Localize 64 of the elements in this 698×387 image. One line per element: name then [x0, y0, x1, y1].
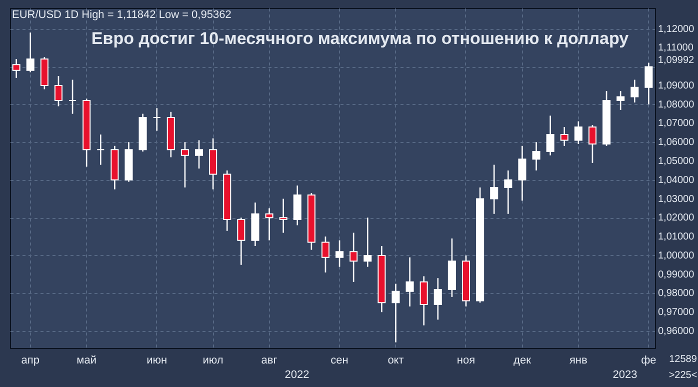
candlestick [392, 283, 400, 343]
y-tick-label: 1,04000 [658, 174, 695, 186]
candlestick [321, 236, 330, 274]
candlestick [532, 141, 540, 172]
candlestick [434, 277, 442, 320]
candlestick [350, 232, 358, 283]
x-tick-label: дек [514, 354, 532, 366]
candlestick [518, 145, 526, 202]
candlestick [237, 217, 246, 266]
candlestick [279, 198, 288, 234]
y-tick-label: 1,02000 [658, 212, 695, 224]
candlestick [588, 124, 596, 164]
x-tick-label: окт [388, 354, 404, 366]
x-tick-label: янв [569, 354, 588, 366]
x-tick-label: фе [641, 354, 656, 366]
y-tick-label: 1,00000 [658, 250, 695, 262]
text: 2023 [612, 369, 638, 381]
candlestick [180, 141, 189, 188]
text: 12589 [669, 354, 698, 365]
x-tick-label: май [76, 354, 96, 366]
x-tick-label: ноя [456, 354, 476, 366]
y-tick-label: 1,06000 [658, 137, 695, 148]
candlestick [406, 256, 414, 308]
x-tick-label: авг [261, 354, 278, 366]
candlestick [336, 240, 344, 268]
candlestick [54, 75, 62, 107]
candlestick [152, 107, 161, 132]
y-tick-label: 1,08000 [658, 99, 695, 110]
text: 2022 [284, 369, 310, 381]
y-tick-label: 1,03000 [658, 194, 695, 205]
candlestick [504, 170, 512, 215]
y-tick-label: 0,99000 [658, 269, 695, 280]
candlestick [616, 90, 625, 111]
candlestick [68, 79, 77, 114]
candlestick [574, 120, 582, 145]
candlestick [26, 32, 34, 73]
x-tick-label: сен [330, 354, 348, 366]
candlestick [420, 276, 428, 326]
candlestick [96, 134, 105, 166]
y-tick-label: 1,07000 [658, 118, 695, 130]
x-tick-label: апр [21, 354, 40, 366]
y-tick-label: 1,12000 [658, 24, 695, 35]
y-tick-label: 0,97000 [658, 307, 695, 318]
x-tick-label: июл [202, 354, 224, 366]
y-tick-label: 0,96000 [658, 326, 695, 337]
text: >225< [668, 370, 698, 381]
candlestick [630, 79, 639, 104]
chart-subtitle: EUR/USD 1D High = 1,11842 Low = 0,95362 [12, 9, 232, 21]
y-tick-label: 1,01000 [658, 232, 695, 243]
text: 1,09992 [658, 55, 695, 66]
candlestick [560, 126, 568, 147]
candlestick [12, 58, 20, 79]
y-tick-label: 1,11000 [658, 42, 694, 54]
text: Евро достиг 10-месячного максимума по отношению к доллару [91, 29, 630, 48]
candlestick [546, 115, 554, 156]
y-tick-label: 1,05000 [658, 156, 695, 167]
x-tick-label: июн [146, 354, 168, 366]
candlestick [194, 140, 204, 170]
y-tick-label: 1,09000 [658, 80, 695, 92]
candlestick [364, 217, 372, 268]
candlestick [644, 62, 653, 105]
candlestick [490, 164, 498, 215]
candlestick [265, 208, 274, 241]
y-tick-label: 0,98000 [658, 288, 695, 300]
